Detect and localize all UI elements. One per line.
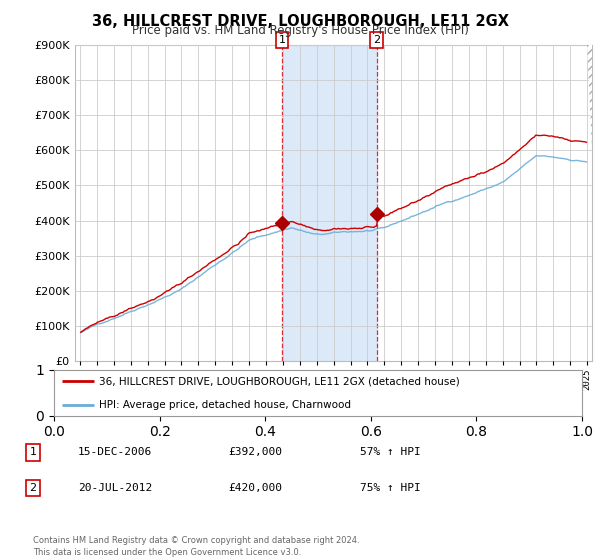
Text: £392,000: £392,000 (228, 447, 282, 458)
Text: 75% ↑ HPI: 75% ↑ HPI (360, 483, 421, 493)
Text: 20-JUL-2012: 20-JUL-2012 (78, 483, 152, 493)
Text: 2: 2 (29, 483, 37, 493)
Text: 1: 1 (29, 447, 37, 458)
Text: 15-DEC-2006: 15-DEC-2006 (78, 447, 152, 458)
Text: £420,000: £420,000 (228, 483, 282, 493)
Bar (282, 45, 377, 361)
Text: Contains HM Land Registry data © Crown copyright and database right 2024.
This d: Contains HM Land Registry data © Crown c… (33, 536, 359, 557)
Text: 1: 1 (278, 35, 286, 45)
Polygon shape (587, 45, 592, 150)
Text: 2: 2 (373, 35, 380, 45)
Text: Price paid vs. HM Land Registry's House Price Index (HPI): Price paid vs. HM Land Registry's House … (131, 24, 469, 37)
Text: 36, HILLCREST DRIVE, LOUGHBOROUGH, LE11 2GX: 36, HILLCREST DRIVE, LOUGHBOROUGH, LE11 … (91, 14, 509, 29)
Text: HPI: Average price, detached house, Charnwood: HPI: Average price, detached house, Char… (99, 400, 351, 410)
Text: 36, HILLCREST DRIVE, LOUGHBOROUGH, LE11 2GX (detached house): 36, HILLCREST DRIVE, LOUGHBOROUGH, LE11 … (99, 376, 460, 386)
Text: 57% ↑ HPI: 57% ↑ HPI (360, 447, 421, 458)
